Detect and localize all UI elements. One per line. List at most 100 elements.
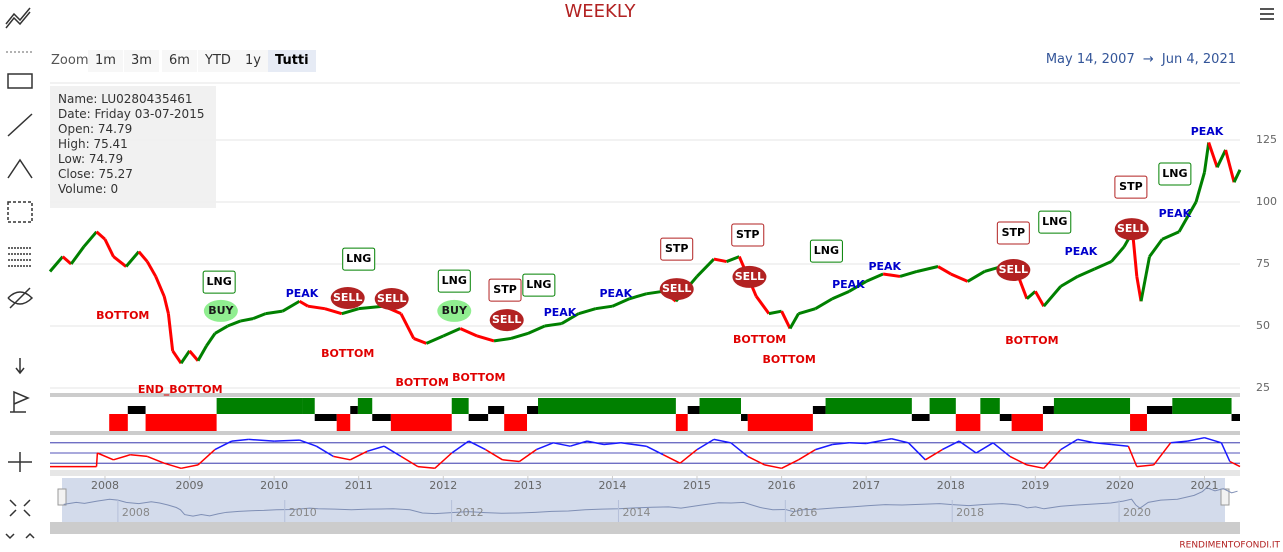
annotation: BOTTOM (452, 371, 505, 384)
annotation-label: BOTTOM (1005, 334, 1058, 347)
oscillator-segment (645, 445, 664, 456)
price-segment (966, 270, 986, 283)
navigator-series (63, 487, 1238, 517)
annotation: PEAK (868, 260, 901, 273)
price-segment (798, 307, 816, 316)
y-tick-label: 25 (1256, 381, 1270, 394)
price-segment (899, 270, 918, 278)
annotation-label: LNG (526, 278, 551, 291)
x-tick-label: 2018 (937, 479, 965, 492)
zoom-button[interactable]: 3m (124, 50, 159, 72)
oscillator-segment (1009, 455, 1028, 466)
signal-band (145, 414, 217, 431)
price-segment (1224, 149, 1236, 183)
annotation-label: BOTTOM (96, 309, 149, 322)
signal-band (1231, 414, 1240, 421)
icon-fib[interactable] (7, 158, 33, 179)
menu-button[interactable] (1260, 8, 1274, 20)
price-segment (1207, 142, 1219, 168)
annotation-label: SELL (492, 313, 521, 326)
annotation-label: BOTTOM (763, 353, 816, 366)
annotation: BOTTOM (1005, 334, 1058, 347)
chart-title: WEEKLY (565, 1, 637, 22)
signal-band (699, 398, 741, 414)
signal-band (1172, 398, 1232, 414)
oscillator-segment (1170, 440, 1188, 444)
navigator-label: 2016 (789, 506, 817, 519)
annotation-label: BOTTOM (395, 376, 448, 389)
icon-text[interactable] (7, 73, 33, 89)
signal-band (1011, 414, 1043, 431)
annotation-badge (732, 265, 767, 288)
navigator-handle[interactable] (57, 488, 67, 506)
icon-flag[interactable] (10, 390, 30, 413)
oscillator-segment (536, 442, 554, 451)
oscillator-segment (299, 439, 317, 447)
x-tick-label: 2016 (768, 479, 796, 492)
price-segment (82, 230, 98, 248)
range-from[interactable]: May 14, 2007 (1045, 52, 1135, 67)
annotation: PEAK (286, 287, 319, 300)
annotation-label: STP (736, 228, 760, 241)
icon-fullscreen[interactable] (9, 499, 31, 517)
annotation-label: END_BOTTOM (138, 383, 223, 396)
annotation-box (1038, 210, 1072, 234)
oscillator-segment (1153, 442, 1172, 466)
icon-grid[interactable] (8, 247, 32, 267)
footer: RENDIMENTOFONDI.IT (1179, 541, 1280, 551)
signal-band (747, 414, 813, 431)
oscillator-segment (231, 438, 249, 442)
zoom-button[interactable]: 6m (162, 50, 197, 72)
oscillator-segment (417, 465, 435, 470)
price-segment (814, 297, 834, 310)
annotation-badge (996, 258, 1031, 281)
annotation-box (342, 247, 376, 271)
price-segment (916, 265, 939, 273)
annotation-badge (659, 278, 694, 301)
navigator-window[interactable] (62, 478, 1225, 522)
annotation: SELL (996, 258, 1031, 281)
signal-band (1130, 414, 1147, 431)
signal-band (1053, 398, 1131, 414)
oscillator-segment (1187, 436, 1205, 442)
zoom-button[interactable]: 1m (88, 50, 123, 72)
price-segment (281, 299, 301, 313)
oscillator-segment (333, 455, 351, 461)
icon-label[interactable] (15, 358, 25, 375)
icon-hide[interactable] (7, 287, 34, 309)
annotation-label: STP (1119, 180, 1143, 193)
oscillator-segment (662, 454, 681, 464)
icon-collapse[interactable] (5, 532, 35, 540)
annotation: PEAK (1065, 245, 1098, 258)
icon-measure[interactable] (7, 201, 33, 223)
tooltip-line: Date: Friday 03-07-2015 (58, 107, 205, 121)
oscillator-segment (620, 442, 647, 447)
price-segment (112, 255, 128, 268)
price-segment (1194, 171, 1206, 203)
oscillator-segment (866, 437, 892, 445)
annotation: END_BOTTOM (138, 383, 223, 396)
annotation-label: PEAK (868, 260, 901, 273)
price-segment (459, 327, 478, 338)
range-to[interactable]: Jun 4, 2021 (1161, 52, 1236, 67)
oscillator-segment (747, 455, 766, 466)
annotation: LNG (437, 269, 471, 293)
zoom-button[interactable]: 1y (238, 50, 268, 72)
x-tick-label: 2017 (852, 479, 880, 492)
signal-band (929, 398, 956, 414)
zoom-button[interactable]: Tutti (268, 50, 316, 72)
zoom-button[interactable]: YTD (198, 50, 238, 72)
annotation-badge (374, 288, 409, 311)
oscillator-segment (1229, 460, 1241, 468)
icon-pan[interactable] (8, 452, 32, 472)
scrollbar[interactable] (50, 522, 1240, 534)
annotation-label: BOTTOM (321, 347, 374, 360)
x-tick-label: 2008 (91, 479, 119, 492)
oscillator-segment (1060, 438, 1078, 451)
icon-line[interactable] (7, 113, 33, 137)
icon-indicators[interactable] (5, 7, 31, 29)
oscillator-segment (468, 440, 486, 451)
oscillator-segment (992, 442, 1011, 457)
price-segment (1025, 290, 1037, 300)
